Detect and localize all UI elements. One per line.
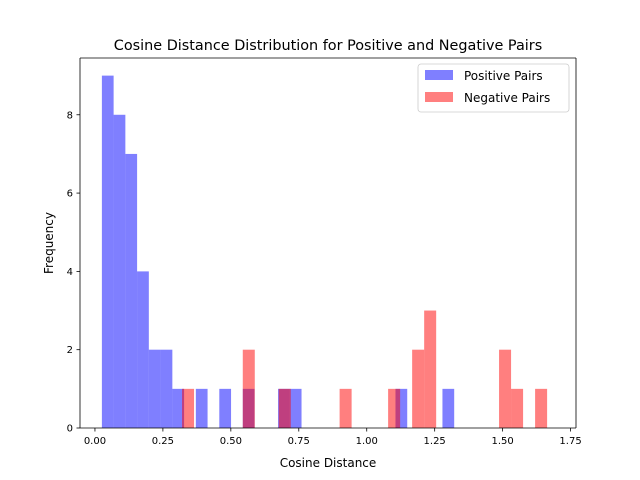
histogram-bar-positive-8 (219, 388, 232, 428)
y-tick-label: 4 (67, 267, 73, 278)
histogram-bar-positive-7 (195, 388, 208, 428)
x-tick-label: 0.50 (220, 436, 242, 447)
legend: Positive Pairs Negative Pairs (417, 63, 570, 113)
histogram-bar-positive-5 (160, 349, 173, 428)
y-tick-label: 8 (67, 110, 73, 121)
x-tick-label: 0.00 (84, 436, 106, 447)
histogram-bar-positive-3 (137, 271, 149, 428)
histogram-bar-positive-0 (101, 75, 114, 429)
legend-label-positive: Positive Pairs (464, 69, 543, 83)
histogram-bar-negative-0 (182, 388, 195, 428)
chart-title: Cosine Distance Distribution for Positiv… (114, 38, 542, 54)
x-axis-label: Cosine Distance (280, 456, 377, 470)
histogram-bar-positive-11 (289, 388, 302, 428)
legend-label-negative: Negative Pairs (464, 91, 550, 105)
bars-layer (101, 75, 548, 429)
x-tick-label: 1.50 (491, 436, 513, 447)
x-tick-label: 1.00 (356, 436, 378, 447)
y-tick-label: 2 (67, 345, 73, 356)
histogram-bar-negative-3 (339, 388, 352, 428)
histogram-bar-negative-7 (499, 349, 512, 428)
histogram-bar-positive-1 (113, 114, 126, 429)
x-tick-label: 1.75 (559, 436, 581, 447)
histogram-bar-negative-8 (511, 388, 524, 428)
y-tick-label: 0 (67, 424, 73, 435)
histogram-bar-positive-4 (148, 349, 161, 428)
histogram-bar-positive-12 (395, 388, 408, 428)
histogram-bar-negative-6 (424, 310, 437, 428)
histogram-bar-negative-1 (242, 349, 255, 428)
x-tick-label: 0.25 (152, 436, 174, 447)
histogram-bar-positive-13 (442, 388, 455, 428)
x-tick-label: 1.25 (424, 436, 446, 447)
histogram-bar-positive-6 (172, 388, 185, 428)
legend-swatch-positive (425, 70, 453, 80)
histogram-bar-negative-9 (535, 388, 548, 428)
histogram-bar-negative-5 (412, 349, 425, 428)
legend-frame (417, 63, 570, 113)
histogram-bar-negative-4 (388, 388, 401, 428)
y-axis-ticks: 0 2 4 6 8 (67, 110, 80, 435)
x-tick-label: 0.75 (288, 436, 310, 447)
legend-swatch-negative (425, 92, 453, 102)
histogram-bar-negative-2 (278, 388, 291, 428)
y-axis-label: Frequency (42, 212, 56, 274)
y-tick-label: 6 (67, 189, 73, 200)
x-axis-ticks: 0.00 0.25 0.50 0.75 1.00 1.25 1.50 1.75 (84, 428, 582, 447)
histogram-bar-positive-2 (125, 153, 138, 428)
